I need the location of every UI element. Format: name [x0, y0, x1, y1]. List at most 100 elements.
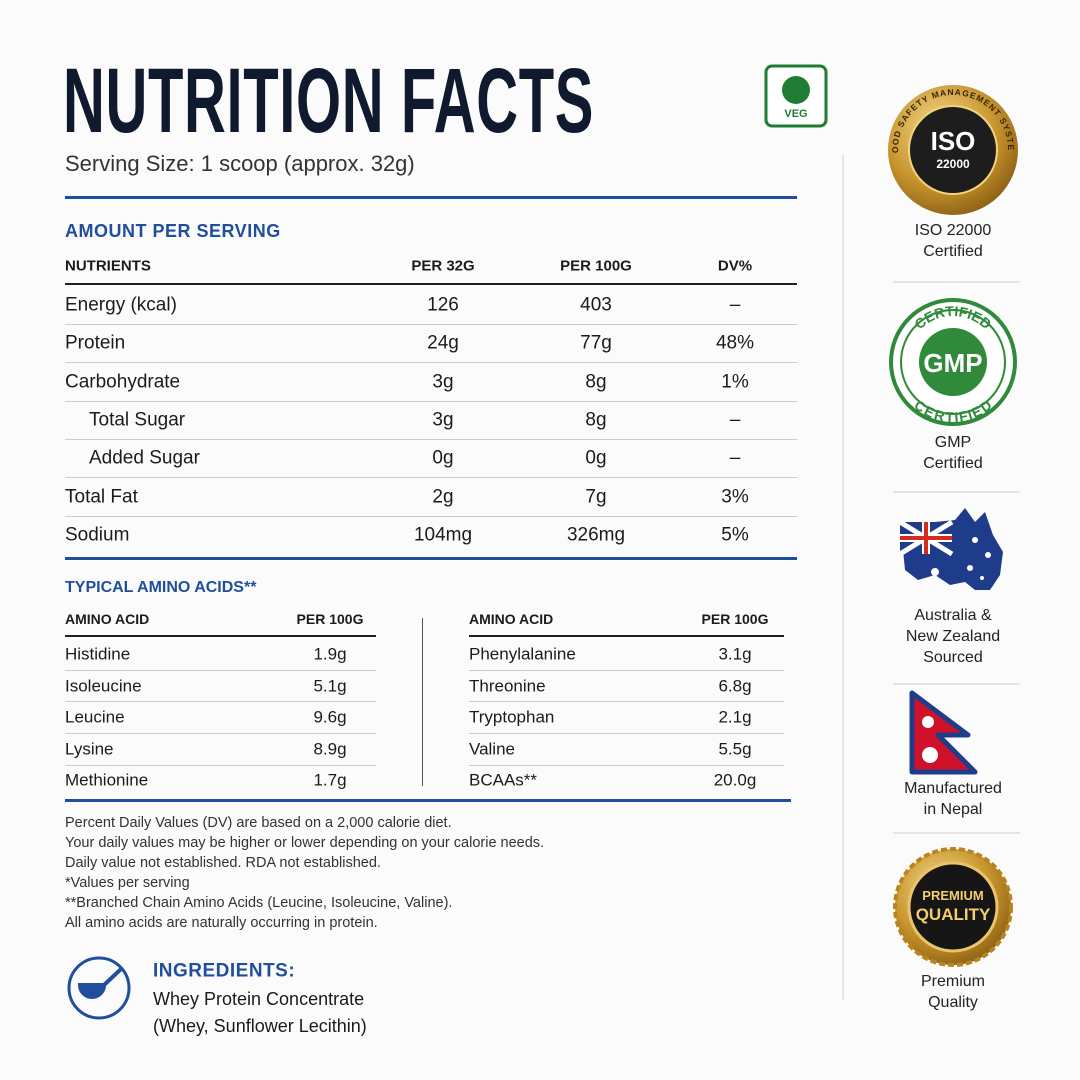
- row-rule: [469, 701, 784, 703]
- row-rule: [65, 477, 797, 479]
- amino-value: 1.7g: [313, 770, 347, 790]
- row-rule: [469, 669, 784, 671]
- flag-sun: [922, 747, 938, 763]
- cell-value: 3%: [721, 486, 749, 507]
- nutrient-name: Protein: [65, 332, 126, 354]
- title: NUTRITION FACTS: [63, 50, 595, 152]
- header-rule: [469, 635, 784, 637]
- nutrient-name: Total Sugar: [89, 409, 186, 431]
- section-heading: AMOUNT PER SERVING: [65, 221, 281, 241]
- flag-cross-red: [900, 522, 952, 554]
- amino-value: 9.6g: [313, 707, 347, 727]
- section-heading: TYPICAL AMINO ACIDS**: [65, 579, 257, 596]
- amino-value: 3.1g: [718, 644, 752, 664]
- column-header: PER 100G: [560, 257, 632, 275]
- amino-name: Valine: [469, 739, 515, 759]
- cell-value: 326mg: [566, 524, 626, 546]
- footnote: Daily value not established. RDA not est…: [65, 854, 381, 871]
- column-header: AMINO ACID: [469, 611, 554, 627]
- table-divider: [422, 618, 423, 786]
- row-rule: [469, 764, 784, 766]
- footnote: Your daily values may be higher or lower…: [65, 834, 545, 851]
- row-rule: [65, 400, 797, 402]
- iso-core: [908, 105, 998, 195]
- badge-label: New Zealand: [905, 628, 1001, 645]
- ingredients-heading: INGREDIENTS:: [153, 960, 296, 982]
- cell-value: 8g: [585, 409, 607, 431]
- row-rule: [65, 362, 797, 364]
- cell-value: 104mg: [413, 524, 473, 546]
- nutrient-name: Total Fat: [65, 486, 138, 507]
- column-header: DV%: [717, 257, 753, 275]
- nutrient-name: Energy (kcal): [65, 294, 177, 316]
- cell-value: 3g: [432, 409, 454, 431]
- column-header: PER 32G: [411, 257, 475, 275]
- amino-value: 5.5g: [718, 739, 752, 759]
- badge-label: Sourced: [923, 649, 983, 666]
- amino-value: 20.0g: [713, 770, 757, 790]
- row-rule: [469, 733, 784, 734]
- amino-value: 1.9g: [313, 644, 347, 664]
- badge-label: Certified: [923, 455, 983, 472]
- amino-name: Phenylalanine: [469, 644, 576, 664]
- amino-name: Leucine: [65, 707, 125, 727]
- row-rule: [65, 324, 797, 325]
- amino-value: 8.9g: [313, 739, 347, 759]
- cell-value: 7g: [585, 486, 607, 507]
- scoop: [77, 968, 122, 999]
- badge-label: Quality: [928, 994, 978, 1011]
- gmp-text: GMP: [923, 348, 982, 378]
- cell-value: 5%: [721, 524, 749, 546]
- amino-name: Methionine: [65, 770, 149, 790]
- nutrient-name: Carbohydrate: [65, 371, 181, 393]
- row-rule: [65, 764, 376, 766]
- footnote: *Values per serving: [65, 874, 190, 891]
- footnote: **Branched Chain Amino Acids (Leucine, I…: [65, 894, 453, 911]
- badge-label: Australia &: [914, 607, 992, 624]
- flag-moon: [922, 716, 934, 728]
- cell-value: 3g: [432, 371, 454, 393]
- gmp-ring: [900, 309, 1006, 415]
- cell-value: –: [729, 447, 741, 469]
- footnote: Percent Daily Values (DV) are based on a…: [65, 814, 452, 831]
- amino-value: 6.8g: [718, 676, 752, 696]
- footnote: All amino acids are naturally occurring …: [65, 914, 378, 931]
- ingredients-text: (Whey, Sunflower Lecithin): [153, 1016, 367, 1036]
- row-rule: [65, 438, 797, 440]
- badge-label: Premium: [920, 973, 986, 990]
- veg-label: VEG: [784, 108, 807, 120]
- premium-text: PREMIUM: [922, 888, 983, 903]
- row-rule: [65, 515, 797, 517]
- scoop-icon: [67, 956, 131, 1020]
- row-rule: [65, 669, 376, 671]
- column-header: AMINO ACID: [65, 611, 150, 627]
- amino-name: Tryptophan: [469, 707, 555, 727]
- iso-number: 22000: [936, 157, 970, 171]
- veg-dot: [782, 76, 810, 104]
- cell-value: 0g: [432, 447, 454, 469]
- cell-value: 48%: [715, 332, 755, 354]
- stars: [931, 537, 991, 580]
- badge-label: Manufactured: [904, 780, 1002, 797]
- iso-text: ISO: [931, 126, 976, 156]
- nutrient-name: Added Sugar: [89, 447, 200, 469]
- cell-value: 403: [580, 294, 612, 316]
- amino-name: Lysine: [65, 739, 114, 759]
- cell-value: 8g: [585, 371, 607, 393]
- premium-core: [907, 861, 999, 953]
- row-rule: [65, 701, 376, 703]
- column-header: NUTRIENTS: [65, 257, 151, 275]
- column-header: PER 100G: [296, 611, 364, 627]
- serving-size: Serving Size: 1 scoop (approx. 32g): [65, 151, 415, 176]
- cell-value: –: [729, 409, 741, 431]
- divider: [65, 196, 797, 199]
- amino-value: 5.1g: [313, 676, 347, 696]
- column-header: PER 100G: [701, 611, 769, 627]
- badge-label: in Nepal: [923, 801, 983, 818]
- cell-value: 126: [427, 294, 459, 316]
- badge-separators: [893, 281, 1020, 834]
- amino-name: Histidine: [65, 644, 131, 664]
- ingredients-text: Whey Protein Concentrate: [153, 989, 365, 1009]
- divider: [65, 799, 791, 802]
